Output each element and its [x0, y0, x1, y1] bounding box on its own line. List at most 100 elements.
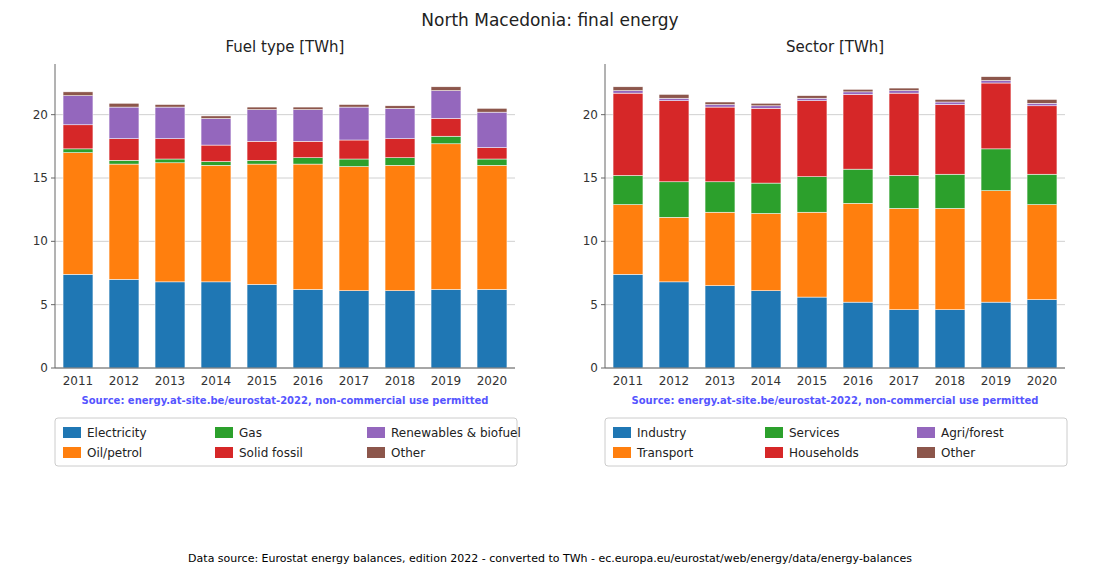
bar-segment: [613, 93, 643, 175]
bar-segment: [981, 77, 1011, 81]
x-tick-label: 2013: [705, 374, 736, 388]
bar-segment: [1027, 300, 1057, 368]
bar-segment: [431, 136, 461, 144]
bar-segment: [889, 91, 919, 94]
legend-swatch: [765, 447, 783, 458]
bar-segment: [63, 274, 93, 368]
x-tick-label: 2012: [659, 374, 690, 388]
x-tick-label: 2013: [155, 374, 186, 388]
x-tick-label: 2016: [843, 374, 874, 388]
bar-segment: [889, 175, 919, 208]
x-tick-label: 2018: [935, 374, 966, 388]
bar-segment: [797, 96, 827, 99]
bar-segment: [705, 286, 735, 368]
legend-swatch: [917, 427, 935, 438]
tick-mark: [601, 241, 605, 242]
bar-segment: [705, 182, 735, 212]
x-tick-label: 2016: [293, 374, 324, 388]
annotation: Source: energy.at-site.be/eurostat-2022,…: [632, 395, 1039, 406]
bar-segment: [935, 99, 965, 102]
bar-segment: [889, 93, 919, 175]
bar-segment: [705, 107, 735, 182]
bar-segment: [63, 149, 93, 153]
bar-segment: [797, 101, 827, 177]
background: [0, 0, 1100, 572]
legend-swatch: [765, 427, 783, 438]
chart-title: Fuel type [TWh]: [226, 38, 345, 56]
bar-segment: [339, 107, 369, 140]
bar-segment: [1027, 174, 1057, 204]
legend-frame: [605, 418, 1067, 466]
bar-segment: [1027, 106, 1057, 174]
bar-segment: [843, 94, 873, 169]
bar-segment: [201, 282, 231, 368]
legend-label: Electricity: [87, 426, 147, 440]
bar-segment: [247, 284, 277, 368]
x-tick-label: 2018: [385, 374, 416, 388]
y-tick-label: 10: [33, 234, 48, 248]
x-tick-label: 2015: [247, 374, 278, 388]
bar-segment: [339, 167, 369, 291]
bar-segment: [613, 87, 643, 91]
bar-segment: [247, 110, 277, 142]
panel: Fuel type [TWh]0510152020112012201320142…: [33, 38, 521, 466]
bar-segment: [935, 174, 965, 208]
bar-segment: [1027, 205, 1057, 300]
bar-segment: [477, 289, 507, 368]
bar-segment: [797, 212, 827, 297]
x-axis: [605, 368, 1065, 369]
bar-segment: [431, 118, 461, 136]
bar-segment: [477, 108, 507, 112]
bar-segment: [751, 103, 781, 106]
bar-segment: [109, 279, 139, 368]
bar-segment: [293, 141, 323, 157]
grid-line: [55, 368, 515, 369]
bar-segment: [613, 274, 643, 368]
legend-label: Agri/forest: [941, 426, 1004, 440]
legend-swatch: [367, 427, 385, 438]
bar-segment: [385, 158, 415, 166]
legend-label: Industry: [637, 426, 686, 440]
figure-title: North Macedonia: final energy: [421, 10, 678, 30]
bar-segment: [155, 159, 185, 163]
bar-segment: [659, 282, 689, 368]
bar-segment: [339, 105, 369, 108]
y-tick-label: 15: [33, 171, 48, 185]
bar-segment: [109, 164, 139, 279]
bar-segment: [659, 101, 689, 182]
tick-mark: [601, 114, 605, 115]
bar-segment: [109, 103, 139, 107]
bar-segment: [63, 96, 93, 125]
y-tick-label: 10: [583, 234, 598, 248]
bar-segment: [889, 208, 919, 309]
bar-segment: [613, 205, 643, 275]
tick-mark: [51, 241, 55, 242]
bar-segment: [431, 289, 461, 368]
bar-segment: [431, 144, 461, 290]
bar-segment: [63, 125, 93, 149]
bar-segment: [705, 212, 735, 285]
bar-segment: [477, 148, 507, 159]
bar-segment: [109, 160, 139, 164]
bar-segment: [385, 139, 415, 158]
x-tick-label: 2014: [201, 374, 232, 388]
bar-segment: [293, 289, 323, 368]
bar-segment: [843, 203, 873, 302]
bars: [63, 87, 507, 368]
bar-segment: [109, 107, 139, 139]
bar-segment: [201, 116, 231, 119]
bar-segment: [981, 302, 1011, 368]
legend-swatch: [63, 427, 81, 438]
bar-segment: [981, 83, 1011, 149]
x-tick-label: 2014: [751, 374, 782, 388]
bar-segment: [981, 80, 1011, 83]
bar-segment: [385, 108, 415, 138]
bar-segment: [247, 107, 277, 110]
bar-segment: [751, 291, 781, 368]
y-tick-label: 5: [590, 298, 598, 312]
bar-segment: [293, 110, 323, 142]
bar-segment: [385, 165, 415, 290]
bar-segment: [843, 169, 873, 203]
bar-segment: [155, 163, 185, 282]
x-tick-label: 2020: [477, 374, 508, 388]
